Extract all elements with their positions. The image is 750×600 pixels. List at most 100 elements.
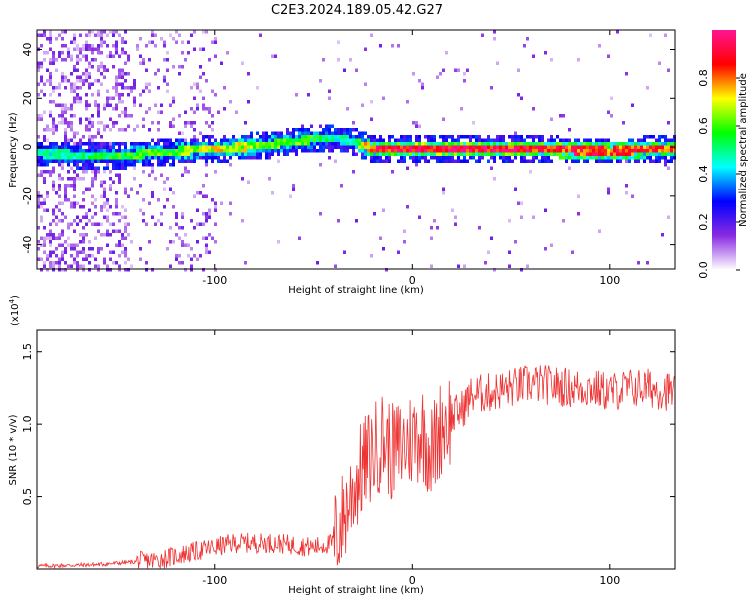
heatmap-cell — [658, 138, 661, 142]
heatmap-cell — [424, 149, 427, 153]
heatmap-cell — [49, 37, 52, 41]
snr-scale-label: (x10 — [10, 303, 21, 326]
heatmap-cell — [151, 194, 154, 198]
heatmap-cell — [523, 159, 526, 163]
heatmap-cell — [595, 142, 598, 146]
heatmap-cell — [529, 149, 532, 153]
heatmap-cell — [76, 100, 79, 104]
heatmap-cell — [415, 152, 418, 156]
heatmap-cell — [166, 68, 169, 72]
heatmap-cell — [616, 30, 619, 34]
heatmap-cell — [274, 142, 277, 146]
heatmap-cell — [55, 159, 58, 163]
heatmap-cell — [142, 145, 145, 149]
heatmap-cell — [385, 159, 388, 163]
heatmap-cell — [439, 149, 442, 153]
heatmap-cell — [595, 138, 598, 142]
heatmap-cell — [196, 222, 199, 226]
heatmap-cell — [58, 236, 61, 240]
heatmap-cell — [283, 152, 286, 156]
heatmap-cell — [79, 219, 82, 223]
heatmap-cell — [178, 131, 181, 135]
heatmap-cell — [121, 86, 124, 90]
heatmap-cell — [79, 156, 82, 160]
heatmap-cell — [400, 145, 403, 149]
heatmap-cell — [364, 156, 367, 160]
heatmap-cell — [373, 212, 376, 216]
heatmap-cell — [439, 142, 442, 146]
heatmap-cell — [520, 96, 523, 100]
heatmap-cell — [376, 149, 379, 153]
heatmap-cell — [190, 124, 193, 128]
heatmap-cell — [349, 131, 352, 135]
heatmap-cell — [178, 145, 181, 149]
heatmap-cell — [148, 107, 151, 111]
heatmap-cell — [241, 145, 244, 149]
heatmap-cell — [265, 156, 268, 160]
heatmap-cell — [442, 142, 445, 146]
heatmap-cell — [580, 156, 583, 160]
heatmap-cell — [640, 149, 643, 153]
heatmap-cell — [127, 86, 130, 90]
heatmap-cell — [103, 65, 106, 69]
heatmap-cell — [49, 30, 52, 34]
heatmap-cell — [268, 152, 271, 156]
heatmap-cell — [274, 145, 277, 149]
heatmap-cell — [295, 138, 298, 142]
heatmap-cell — [64, 194, 67, 198]
heatmap-cell — [58, 233, 61, 237]
heatmap-cell — [130, 149, 133, 153]
heatmap-cell — [211, 156, 214, 160]
heatmap-cell — [514, 187, 517, 191]
heatmap-cell — [88, 254, 91, 258]
heatmap-cell — [64, 44, 67, 48]
heatmap-cell — [118, 156, 121, 160]
heatmap-cell — [205, 79, 208, 83]
heatmap-cell — [82, 233, 85, 237]
heatmap-cell — [349, 142, 352, 146]
heatmap-cell — [643, 142, 646, 146]
heatmap-cell — [661, 145, 664, 149]
heatmap-cell — [52, 208, 55, 212]
heatmap-cell — [607, 187, 610, 191]
heatmap-cell — [175, 215, 178, 219]
heatmap-cell — [274, 135, 277, 139]
heatmap-cell — [532, 152, 535, 156]
heatmap-cell — [265, 135, 268, 139]
heatmap-cell — [535, 142, 538, 146]
heatmap-cell — [523, 44, 526, 48]
heatmap-cell — [640, 138, 643, 142]
heatmap-cell — [178, 65, 181, 69]
heatmap-cell — [43, 30, 46, 34]
heatmap-cell — [88, 166, 91, 170]
heatmap-cell — [610, 156, 613, 160]
heatmap-cell — [157, 128, 160, 132]
heatmap-cell — [592, 149, 595, 153]
heatmap-cell — [61, 201, 64, 205]
heatmap-cell — [478, 159, 481, 163]
heatmap-cell — [418, 152, 421, 156]
heatmap-cell — [427, 152, 430, 156]
heatmap-cell — [568, 166, 571, 170]
heatmap-cell — [493, 268, 496, 272]
heatmap-cell — [547, 156, 550, 160]
heatmap-cell — [265, 131, 268, 135]
heatmap-cell — [364, 142, 367, 146]
heatmap-cell — [457, 159, 460, 163]
heatmap-cell — [151, 40, 154, 44]
heatmap-cell — [433, 219, 436, 223]
heatmap-cell — [223, 135, 226, 139]
heatmap-cell — [109, 96, 112, 100]
heatmap-cell — [160, 37, 163, 41]
heatmap-cell — [70, 54, 73, 58]
heatmap-cell — [640, 145, 643, 149]
heatmap-cell — [523, 142, 526, 146]
heatmap-cell — [214, 170, 217, 174]
heatmap-cell — [499, 152, 502, 156]
heatmap-cell — [193, 121, 196, 125]
heatmap-cell — [163, 58, 166, 62]
heatmap-cell — [514, 142, 517, 146]
heatmap-cell — [442, 187, 445, 191]
heatmap-cell — [184, 152, 187, 156]
heatmap-cell — [127, 156, 130, 160]
